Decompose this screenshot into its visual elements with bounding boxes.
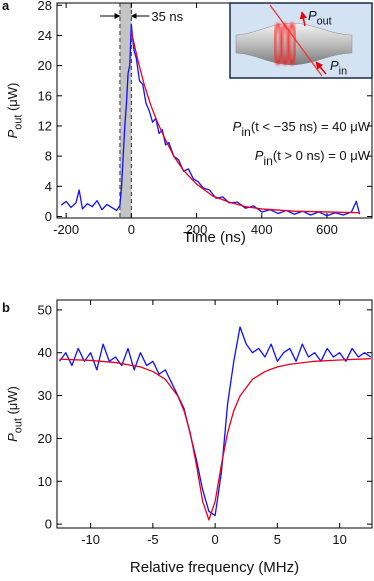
annotation: Pin(t > 0 ns) = 0 μW bbox=[255, 148, 371, 168]
symbol: P bbox=[233, 119, 242, 134]
symbol: P bbox=[255, 148, 264, 163]
y-tick-label: 8 bbox=[45, 149, 52, 164]
data-line bbox=[130, 31, 360, 214]
y-tick-label: 24 bbox=[38, 28, 52, 43]
y-tick-label: 20 bbox=[38, 431, 52, 446]
panel-label: a bbox=[2, 0, 10, 13]
panel-label: b bbox=[2, 300, 10, 315]
text-rest: (μW) bbox=[5, 83, 20, 115]
region-label: 35 ns bbox=[151, 9, 183, 24]
y-tick-label: 10 bbox=[38, 474, 52, 489]
y-axis-title: Pout (μW) bbox=[5, 83, 25, 139]
x-axis-title: Relative frequency (MHz) bbox=[130, 559, 299, 576]
x-tick-label: 600 bbox=[316, 222, 338, 237]
y-tick-label: 50 bbox=[38, 302, 52, 317]
x-tick-label: 200 bbox=[186, 222, 208, 237]
y-tick-label: 28 bbox=[38, 0, 52, 13]
inset-label: Pin bbox=[330, 58, 347, 78]
symbol: P bbox=[5, 433, 20, 442]
x-tick-label: -200 bbox=[53, 222, 79, 237]
x-tick-label: 10 bbox=[332, 532, 346, 547]
subscript: in bbox=[263, 154, 273, 168]
inset-label: Pout bbox=[308, 8, 332, 28]
x-tick-label: -5 bbox=[147, 532, 159, 547]
x-tick-label: 0 bbox=[212, 532, 219, 547]
y-tick-label: 40 bbox=[38, 345, 52, 360]
plot-frame bbox=[56, 299, 373, 529]
subscript: out bbox=[13, 418, 25, 433]
text-rest: (t > 0 ns) = 0 μW bbox=[273, 148, 371, 163]
subscript: in bbox=[241, 125, 251, 139]
data-line bbox=[58, 326, 372, 517]
panel: -10 -5 0 5 10 0 10 20 30 40 50 Relative frequency (… bbox=[2, 299, 373, 576]
x-tick-label: 400 bbox=[251, 222, 273, 237]
x-tick-label: 0 bbox=[128, 222, 135, 237]
y-tick-label: 12 bbox=[38, 118, 52, 133]
x-tick-label: -10 bbox=[81, 532, 100, 547]
subscript: in bbox=[339, 66, 347, 78]
beam bbox=[269, 4, 323, 77]
y-axis-title: Pout (μW) bbox=[5, 386, 25, 442]
plot-frame bbox=[56, 2, 373, 219]
text-rest: (μW) bbox=[5, 386, 20, 418]
y-tick-label: 0 bbox=[45, 517, 52, 532]
data-line bbox=[59, 358, 371, 521]
symbol: P bbox=[330, 58, 339, 73]
y-tick-label: 16 bbox=[38, 88, 52, 103]
y-tick-label: 30 bbox=[38, 388, 52, 403]
subscript: out bbox=[13, 115, 25, 130]
beam-arrow bbox=[299, 11, 308, 27]
y-tick-label: 4 bbox=[45, 179, 52, 194]
x-axis-title: Time (ns) bbox=[183, 229, 246, 246]
subscript: out bbox=[317, 16, 332, 28]
y-tick-label: 20 bbox=[38, 58, 52, 73]
mode-ring bbox=[287, 22, 297, 66]
text-rest: (t < −35 ns) = 40 μW bbox=[251, 119, 371, 134]
symbol: P bbox=[308, 8, 317, 23]
beam-arrow bbox=[315, 61, 327, 75]
annotation: Pin(t < −35 ns) = 40 μW bbox=[233, 119, 371, 139]
symbol: P bbox=[5, 129, 20, 138]
x-tick-label: 5 bbox=[274, 532, 281, 547]
y-tick-label: 0 bbox=[45, 209, 52, 224]
